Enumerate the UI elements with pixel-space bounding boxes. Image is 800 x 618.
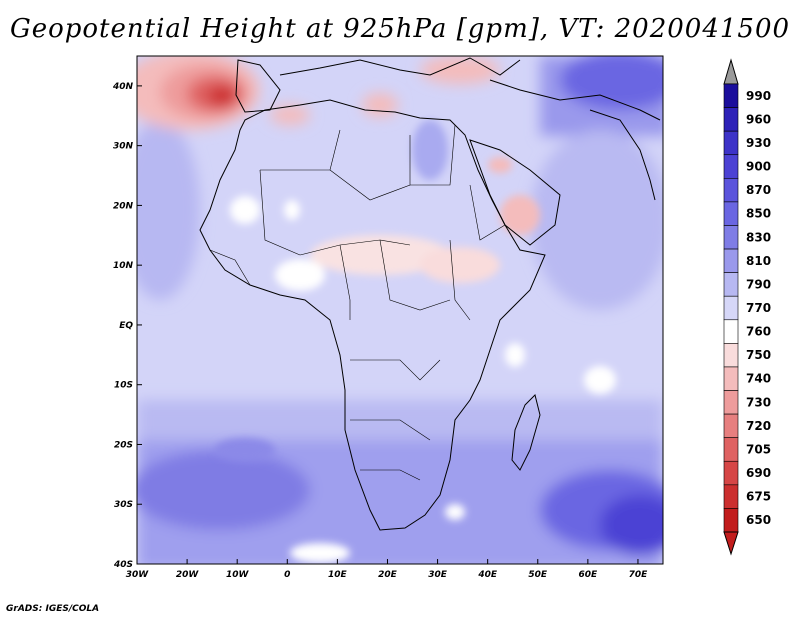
colorbar-label: 830	[746, 230, 771, 244]
colorbar-top-arrow	[723, 58, 739, 85]
lat-tick-label: 40S	[113, 560, 133, 570]
lat-tick-label: EQ	[119, 321, 133, 331]
colorbar-swatch	[723, 225, 739, 250]
colorbar-swatch	[723, 484, 739, 509]
colorbar-bottom-arrow	[723, 531, 739, 556]
colorbar-swatch	[723, 319, 739, 344]
colorbar-label: 790	[746, 277, 771, 291]
colorbar-label: 990	[746, 89, 771, 103]
colorbar-label: 900	[746, 160, 771, 174]
colorbar-swatch	[723, 390, 739, 415]
colorbar-label: 675	[746, 490, 771, 504]
colorbar-label: 930	[746, 136, 771, 150]
colorbar-label: 705	[746, 442, 771, 456]
colorbar-label: 650	[746, 513, 771, 527]
lon-tick-label: 10W	[226, 570, 250, 580]
country-borders	[209, 124, 506, 481]
colorbar: 990 960 930 900 870 850 830 810 790 770 760 750 740 7…	[723, 58, 771, 556]
colorbar-label: 870	[746, 183, 771, 197]
colorbar-label: 690	[746, 466, 771, 480]
credit-text: GrADS: IGES/COLA	[6, 604, 100, 614]
axis-ticks: 30W 20W 10W 0 10E 20E 30E 40E 50E 60E 70E 40S 30S 20S…	[112, 82, 648, 580]
height-field	[137, 56, 663, 564]
colorbar-label: 810	[746, 254, 771, 268]
lat-tick-label: 10S	[114, 381, 133, 391]
lon-tick-label: 10E	[328, 570, 348, 580]
lon-tick-label: 30W	[126, 570, 150, 580]
colorbar-swatch	[723, 248, 739, 273]
lat-tick-label: 20N	[113, 201, 134, 211]
colorbar-swatch	[723, 130, 739, 156]
colorbar-label: 960	[746, 112, 771, 126]
lat-tick-label: 40N	[112, 82, 134, 92]
lon-tick-label: 20W	[176, 570, 200, 580]
lon-tick-label: 40E	[477, 570, 498, 580]
lon-tick-label: 20E	[378, 570, 398, 580]
colorbar-swatch	[723, 508, 739, 533]
colorbar-swatch	[723, 437, 739, 462]
colorbar-swatch	[723, 295, 739, 321]
colorbar-label: 750	[746, 348, 771, 362]
coastlines	[199, 57, 661, 531]
colorbar-swatch	[723, 272, 739, 297]
colorbar-label: 740	[746, 372, 771, 386]
lon-tick-label: 70E	[629, 570, 649, 580]
colorbar-swatch	[723, 83, 739, 108]
lat-tick-label: 10N	[113, 261, 134, 271]
colorbar-swatch	[723, 460, 739, 486]
colorbar-swatch	[723, 366, 739, 391]
map-title: Geopotential Height at 925hPa [gpm], VT:…	[9, 14, 791, 44]
colorbar-label: 720	[746, 419, 771, 433]
colorbar-swatch	[723, 343, 739, 368]
colorbar-swatch	[723, 107, 739, 132]
lon-tick-label: 50E	[528, 570, 548, 580]
lat-tick-label: 30S	[114, 500, 133, 510]
lon-tick-label: 30E	[428, 570, 448, 580]
lat-tick-label: 30N	[113, 142, 134, 152]
colorbar-label: 730	[746, 395, 771, 409]
lat-tick-label: 20S	[114, 440, 133, 450]
colorbar-label: 760	[746, 325, 771, 339]
colorbar-swatch	[723, 154, 739, 179]
colorbar-swatch	[723, 178, 739, 203]
lon-tick-label: 0	[284, 570, 290, 580]
lon-tick-label: 60E	[579, 570, 599, 580]
colorbar-label: 850	[746, 207, 771, 221]
colorbar-swatch	[723, 413, 739, 438]
colorbar-label: 770	[746, 301, 771, 315]
plot-frame	[136, 55, 664, 565]
colorbar-swatch	[723, 201, 739, 226]
